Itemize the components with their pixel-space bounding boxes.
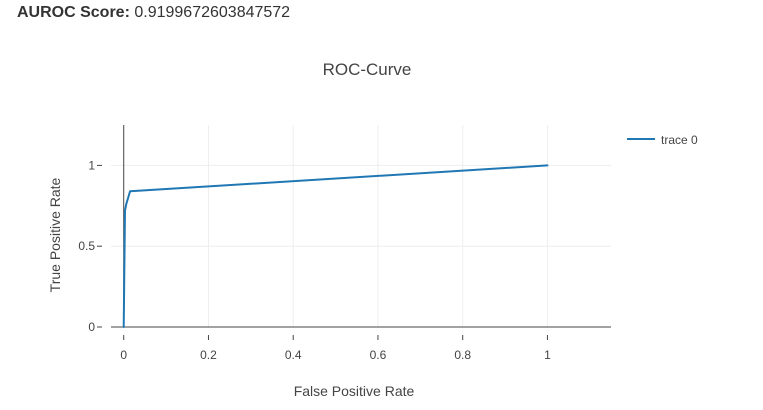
series-layer (122, 164, 549, 328)
axis-layer: 0 0.2 0.4 0.6 0.8 1 0 0.5 1 (78, 125, 611, 362)
y-axis-title: True Positive Rate (47, 177, 63, 292)
grid-layer (111, 125, 611, 327)
x-tick-label: 0.2 (200, 348, 217, 362)
auroc-score-line: AUROC Score: 0.9199672603847572 (17, 4, 290, 22)
x-tick-label: 0.8 (454, 348, 471, 362)
auroc-score-value: 0.9199672603847572 (134, 4, 291, 21)
y-tick-label: 0.5 (78, 239, 95, 253)
x-tick-label: 0.6 (370, 348, 387, 362)
y-tick-label: 0 (88, 320, 95, 334)
roc-chart: 0 0.2 0.4 0.6 0.8 1 0 0.5 1 ROC-Curve False Posi… (0, 30, 763, 405)
roc-chart-svg: 0 0.2 0.4 0.6 0.8 1 0 0.5 1 ROC-Curve False Posi… (47, 60, 698, 399)
chart-title: ROC-Curve (323, 60, 412, 79)
x-tick-label: 0.4 (285, 348, 302, 362)
legend[interactable]: trace 0 (627, 133, 698, 147)
series-line-trace-0 (122, 164, 549, 328)
y-tick-label: 1 (88, 158, 95, 172)
x-tick-label: 0 (120, 348, 127, 362)
x-axis-title: False Positive Rate (294, 383, 415, 399)
x-tick-label: 1 (544, 348, 551, 362)
auroc-score-label: AUROC Score: (17, 4, 130, 21)
legend-label-trace-0: trace 0 (661, 133, 698, 147)
